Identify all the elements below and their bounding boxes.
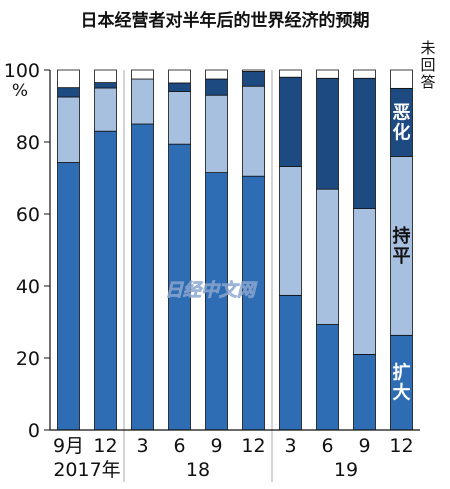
- bar-3-series-1: [168, 91, 191, 145]
- x-tick-label-1: 12: [93, 435, 117, 457]
- bar-5-series-0: [242, 175, 265, 431]
- bar-5-series-1: [242, 85, 265, 177]
- bar-1-series-3: [94, 69, 117, 84]
- y-tick-label-100: 100: [4, 60, 40, 82]
- bars: [57, 69, 413, 431]
- year-label-0: 2017年: [53, 459, 120, 481]
- bar-1-series-1: [94, 87, 117, 132]
- bar-2-series-3: [131, 69, 154, 80]
- bar-5-series-2: [242, 71, 265, 87]
- bar-3-series-3: [168, 69, 191, 84]
- bar-0-series-1: [57, 96, 80, 163]
- bar-8-series-2: [353, 77, 376, 210]
- x-tick-label-6: 3: [284, 435, 296, 457]
- axes: 0 20 40 60 80 100%: [4, 60, 420, 442]
- segment-label-2-char-1: 化: [393, 121, 411, 143]
- bar-3-series-2: [168, 82, 191, 92]
- y-unit-label: %: [12, 81, 28, 101]
- year-label-2: 19: [334, 459, 358, 481]
- watermark: 日经中文网: [165, 280, 258, 301]
- no-answer-label-char-2: 答: [420, 73, 435, 91]
- segment-label-1-char-1: 平: [393, 246, 411, 267]
- bar-7-series-1: [316, 188, 339, 325]
- x-tick-label-4: 9: [210, 435, 222, 457]
- no-answer-label-char-0: 未: [420, 39, 435, 57]
- segment-label-0-char-0: 扩: [393, 362, 411, 384]
- bar-6-series-0: [279, 294, 302, 431]
- y-tick-label-20: 20: [16, 348, 40, 370]
- year-label-1: 18: [186, 459, 210, 481]
- segment-label-0-char-1: 大: [393, 382, 411, 404]
- bar-4-series-2: [205, 78, 228, 96]
- no-answer-label-char-1: 回: [420, 56, 435, 74]
- segment-label-2-char-0: 恶: [393, 102, 411, 123]
- x-tick-label-2: 3: [136, 435, 148, 457]
- bar-8-series-1: [353, 208, 376, 355]
- y-tick-label-80: 80: [16, 132, 40, 154]
- bar-6-series-3: [279, 69, 302, 78]
- y-tick-label-60: 60: [16, 204, 40, 226]
- bar-4-series-0: [205, 172, 228, 431]
- y-tick-label-0: 0: [28, 420, 40, 442]
- y-tick-label-40: 40: [16, 276, 40, 298]
- bar-6-series-1: [279, 166, 302, 296]
- bar-1-series-0: [94, 130, 117, 431]
- bar-1-series-2: [94, 82, 117, 89]
- bar-7-series-3: [316, 69, 339, 79]
- bar-2-series-0: [131, 123, 154, 431]
- chart-title: 日本经营者对半年后的世界经济的预期: [81, 10, 370, 31]
- bar-2-series-1: [131, 78, 154, 125]
- bar-7-series-0: [316, 324, 339, 431]
- x-tick-label-9: 12: [389, 435, 413, 457]
- bar-0-series-2: [57, 87, 80, 98]
- bar-4-series-1: [205, 94, 228, 173]
- x-tick-label-8: 9: [358, 435, 370, 457]
- segment-label-1-char-0: 持: [393, 225, 411, 247]
- bar-8-series-3: [353, 69, 376, 79]
- bar-7-series-2: [316, 77, 339, 190]
- bar-9-series-3: [390, 69, 413, 89]
- bar-8-series-0: [353, 353, 376, 431]
- x-tick-label-5: 12: [241, 435, 265, 457]
- bar-0-series-3: [57, 69, 80, 89]
- x-tick-label-3: 6: [173, 435, 185, 457]
- x-tick-label-0: 9月: [53, 435, 84, 457]
- bar-0-series-0: [57, 162, 80, 431]
- bar-5-series-3: [242, 69, 265, 72]
- bar-6-series-2: [279, 76, 302, 167]
- bar-4-series-3: [205, 69, 228, 80]
- x-tick-label-7: 6: [321, 435, 333, 457]
- grid: [123, 70, 273, 482]
